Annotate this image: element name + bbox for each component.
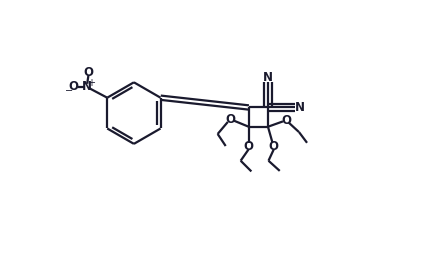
Text: N: N xyxy=(82,80,92,94)
Text: O: O xyxy=(281,114,291,126)
Text: O: O xyxy=(269,140,279,153)
Text: O: O xyxy=(225,113,236,126)
Text: O: O xyxy=(68,80,78,94)
Text: N: N xyxy=(263,71,273,84)
Text: +: + xyxy=(87,78,95,88)
Text: O: O xyxy=(83,66,93,79)
Text: O: O xyxy=(244,140,254,153)
Text: N: N xyxy=(294,101,305,114)
Text: −: − xyxy=(66,86,74,96)
